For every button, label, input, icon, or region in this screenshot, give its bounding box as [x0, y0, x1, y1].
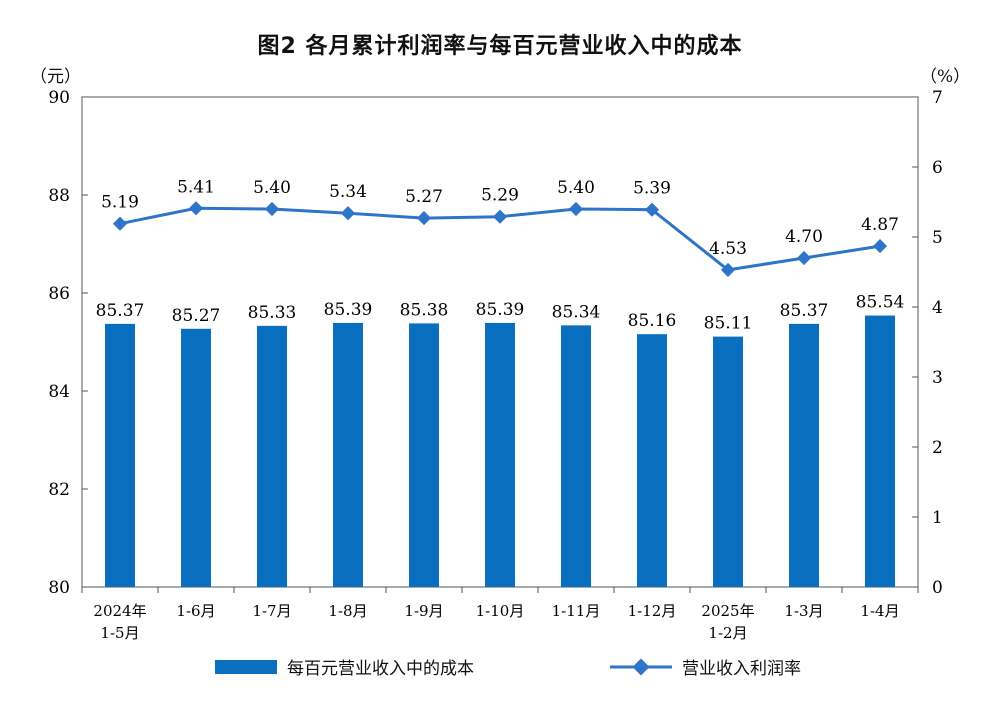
legend: 每百元营业收入中的成本 营业收入利润率	[0, 652, 1000, 682]
right-axis-tick-label: 0	[932, 578, 943, 598]
bar-value-label: 85.39	[476, 300, 525, 320]
x-axis-category-label: 1-9月	[404, 602, 443, 620]
left-axis-tick-label: 82	[48, 480, 70, 500]
right-axis-tick-label: 5	[932, 228, 943, 248]
bar-value-label: 85.37	[96, 301, 145, 321]
bar	[789, 323, 819, 587]
line-point	[492, 209, 508, 224]
line-value-label: 5.29	[481, 186, 519, 206]
line-point	[720, 262, 736, 277]
x-axis-category-label: 1-7月	[252, 602, 291, 620]
left-axis-tick-label: 86	[48, 284, 70, 304]
right-axis-tick-label: 6	[932, 158, 943, 178]
chart-title: 图2 各月累计利润率与每百元营业收入中的成本	[257, 34, 743, 59]
x-axis-category-label: 1-4月	[860, 602, 899, 620]
x-axis-category-label: 1-3月	[784, 602, 823, 620]
line-value-label: 5.39	[633, 179, 671, 199]
bar-value-label: 85.27	[172, 306, 221, 326]
bar	[105, 323, 135, 587]
x-axis-category-label: 2025年	[701, 602, 754, 620]
line-value-label: 5.34	[329, 182, 367, 202]
left-axis-tick-label: 80	[48, 578, 70, 598]
left-axis-tick-label: 84	[48, 382, 70, 402]
line-value-label: 5.40	[253, 178, 291, 198]
line-value-label: 5.40	[557, 178, 595, 198]
line-point	[264, 201, 280, 217]
legend-item-bar: 每百元营业收入中的成本	[215, 654, 474, 679]
line-value-label: 4.53	[709, 239, 747, 259]
bar	[181, 328, 211, 587]
line-point	[644, 202, 660, 217]
x-axis-category-label: 2024年	[93, 602, 146, 620]
x-axis-category-label: 1-11月	[552, 602, 601, 620]
line-value-label: 5.27	[405, 187, 443, 207]
bar	[865, 315, 895, 587]
right-axis-tick-label: 2	[932, 438, 943, 458]
bar	[257, 325, 287, 587]
line-point	[568, 201, 584, 217]
line-point	[112, 216, 128, 231]
bar-value-label: 85.39	[324, 300, 373, 320]
bar	[409, 323, 439, 587]
bar-value-label: 85.11	[704, 314, 753, 334]
right-axis-tick-label: 7	[932, 88, 943, 108]
legend-bar-label: 每百元营业收入中的成本	[287, 659, 474, 679]
left-axis-tick-label: 88	[48, 186, 70, 206]
left-axis-unit: （元）	[30, 67, 81, 87]
right-axis-tick-label: 1	[932, 508, 943, 528]
line-point	[416, 211, 432, 226]
line-value-label: 5.19	[101, 193, 139, 213]
bar	[637, 334, 667, 587]
legend-line-label: 营业收入利润率	[682, 659, 801, 679]
x-axis-category-label: 1-10月	[476, 602, 525, 620]
left-axis-tick-label: 90	[48, 88, 70, 108]
bar-value-label: 85.16	[628, 311, 677, 331]
bar	[713, 336, 743, 587]
line-point	[188, 201, 204, 216]
line-point	[872, 239, 888, 254]
legend-item-line: 营业收入利润率	[610, 654, 801, 679]
right-axis-unit: （%）	[920, 67, 971, 87]
right-axis-tick-label: 4	[932, 298, 943, 318]
legend-bar-swatch	[215, 659, 277, 674]
bar	[485, 322, 515, 587]
bar	[561, 325, 591, 587]
x-axis-category-label: 1-8月	[328, 602, 367, 620]
line-value-label: 4.87	[861, 215, 899, 235]
bar-value-label: 85.38	[400, 300, 449, 320]
x-axis-category-label: 1-12月	[628, 602, 677, 620]
bar-value-label: 85.54	[856, 293, 905, 313]
bar	[333, 322, 363, 587]
line-value-label: 4.70	[785, 227, 823, 247]
x-axis-category-label: 1-6月	[176, 602, 215, 620]
right-axis-tick-label: 3	[932, 368, 943, 388]
x-axis-category-label: 1-5月	[100, 624, 139, 642]
x-axis-category-label: 1-2月	[708, 624, 747, 642]
line-value-label: 5.41	[177, 177, 215, 197]
bar-value-label: 85.34	[552, 302, 601, 322]
line-point	[796, 250, 812, 266]
bar-value-label: 85.33	[248, 303, 297, 323]
legend-line-swatch	[610, 658, 672, 675]
line-point	[340, 206, 356, 221]
bar-value-label: 85.37	[780, 301, 829, 321]
